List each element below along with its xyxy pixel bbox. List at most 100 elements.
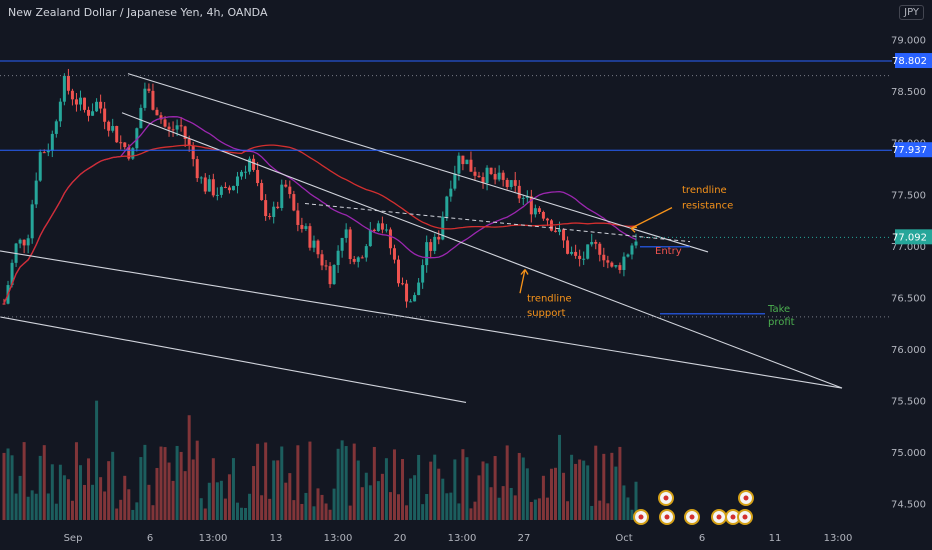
volume-bar xyxy=(481,461,485,520)
x-tick-label: 13:00 xyxy=(448,533,477,544)
candle-body xyxy=(352,259,356,262)
volume-bar xyxy=(352,443,356,520)
volume-bar xyxy=(421,504,425,520)
volume-bar xyxy=(545,497,549,520)
candle-body xyxy=(70,90,74,100)
candle-body xyxy=(489,167,493,175)
candle-body xyxy=(372,229,376,231)
channel-upper-trendline xyxy=(127,73,709,253)
candle-body xyxy=(46,150,50,153)
candle-body xyxy=(384,229,388,231)
currency-badge[interactable]: JPY xyxy=(899,5,924,20)
volume-bar xyxy=(34,493,38,520)
candle-body xyxy=(469,159,473,172)
price-tag xyxy=(895,142,932,158)
candle-body xyxy=(74,99,78,105)
volume-bar xyxy=(276,460,280,520)
candle-body xyxy=(99,101,103,109)
volume-bar xyxy=(70,500,74,520)
volume-bar xyxy=(111,451,115,520)
volume-bar xyxy=(272,460,276,520)
candle-body xyxy=(260,183,264,201)
volume-bar xyxy=(99,477,103,520)
event-markers[interactable] xyxy=(633,490,754,525)
volume-bar xyxy=(469,508,473,520)
candle-body xyxy=(505,179,509,187)
x-tick-label: 11 xyxy=(769,533,782,544)
candle-body xyxy=(50,133,54,151)
volume-bar xyxy=(553,467,557,520)
volume-bar xyxy=(598,500,602,520)
candle-body xyxy=(62,75,66,102)
candle-body xyxy=(497,172,501,180)
volume-bar xyxy=(360,487,364,520)
y-tick-label: 74.500 xyxy=(891,500,926,511)
candle-body xyxy=(131,148,135,159)
volume-bar xyxy=(541,475,545,520)
candle-body xyxy=(465,159,469,165)
candle-body xyxy=(159,115,163,120)
economic-event-dot xyxy=(743,495,749,501)
candle-body xyxy=(437,236,441,240)
candle-body xyxy=(264,200,268,217)
volume-bar xyxy=(562,472,566,520)
candle-body xyxy=(614,265,618,267)
volume-bar xyxy=(22,442,26,520)
candle-body xyxy=(525,196,529,198)
candle-body xyxy=(18,239,22,244)
x-tick-label: 13 xyxy=(270,533,283,544)
candle-body xyxy=(413,295,417,302)
volume-bar xyxy=(131,509,135,520)
candle-body xyxy=(155,109,159,116)
candle-body xyxy=(215,194,219,196)
candle-body xyxy=(91,111,95,116)
volume-bar xyxy=(260,495,264,520)
candle-body xyxy=(252,158,256,170)
resistance-arrow xyxy=(630,207,673,233)
volume-bar xyxy=(304,492,308,520)
volume-bar xyxy=(602,453,606,520)
economic-event-dot xyxy=(689,514,695,520)
candle-body xyxy=(300,224,304,229)
candle-body xyxy=(280,184,284,209)
volume-bar xyxy=(207,482,211,520)
volume-bar xyxy=(38,455,42,520)
volume-bar xyxy=(622,485,626,520)
volume-bar xyxy=(586,465,590,520)
volume-bar xyxy=(441,478,445,520)
candle-body xyxy=(368,229,372,247)
candle-body xyxy=(461,155,465,165)
volume-bar xyxy=(634,481,638,520)
volume-bar xyxy=(187,415,191,520)
volume-bar xyxy=(223,498,227,520)
chart-title: New Zealand Dollar / Japanese Yen, 4h, O… xyxy=(8,6,268,19)
volume-bar xyxy=(107,461,111,520)
outer-support-trendline xyxy=(0,316,467,404)
candle-body xyxy=(231,185,235,191)
candle-body xyxy=(421,265,425,283)
candle-body xyxy=(634,241,638,246)
y-tick-label: 79.000 xyxy=(891,36,926,47)
volume-bar xyxy=(115,508,119,520)
candle-body xyxy=(223,186,227,188)
volume-bar xyxy=(489,487,493,520)
candle-body xyxy=(401,283,405,285)
volume-bar xyxy=(606,503,610,520)
volume-bar xyxy=(594,445,598,520)
candle-body xyxy=(630,245,634,255)
candle-body xyxy=(272,206,276,217)
volume-bar xyxy=(449,492,453,520)
candle-body xyxy=(119,142,123,144)
volume-bar xyxy=(384,458,388,520)
trendlines[interactable] xyxy=(0,73,843,404)
candle-body xyxy=(582,258,586,260)
candle-body xyxy=(127,147,131,159)
volume-bar xyxy=(497,497,501,520)
candle-body xyxy=(445,196,449,217)
economic-event-dot xyxy=(742,514,748,520)
horizontal-levels[interactable] xyxy=(0,60,892,318)
volume-bar xyxy=(219,480,223,520)
x-tick-label: 27 xyxy=(518,533,531,544)
volume-bar xyxy=(167,462,171,520)
